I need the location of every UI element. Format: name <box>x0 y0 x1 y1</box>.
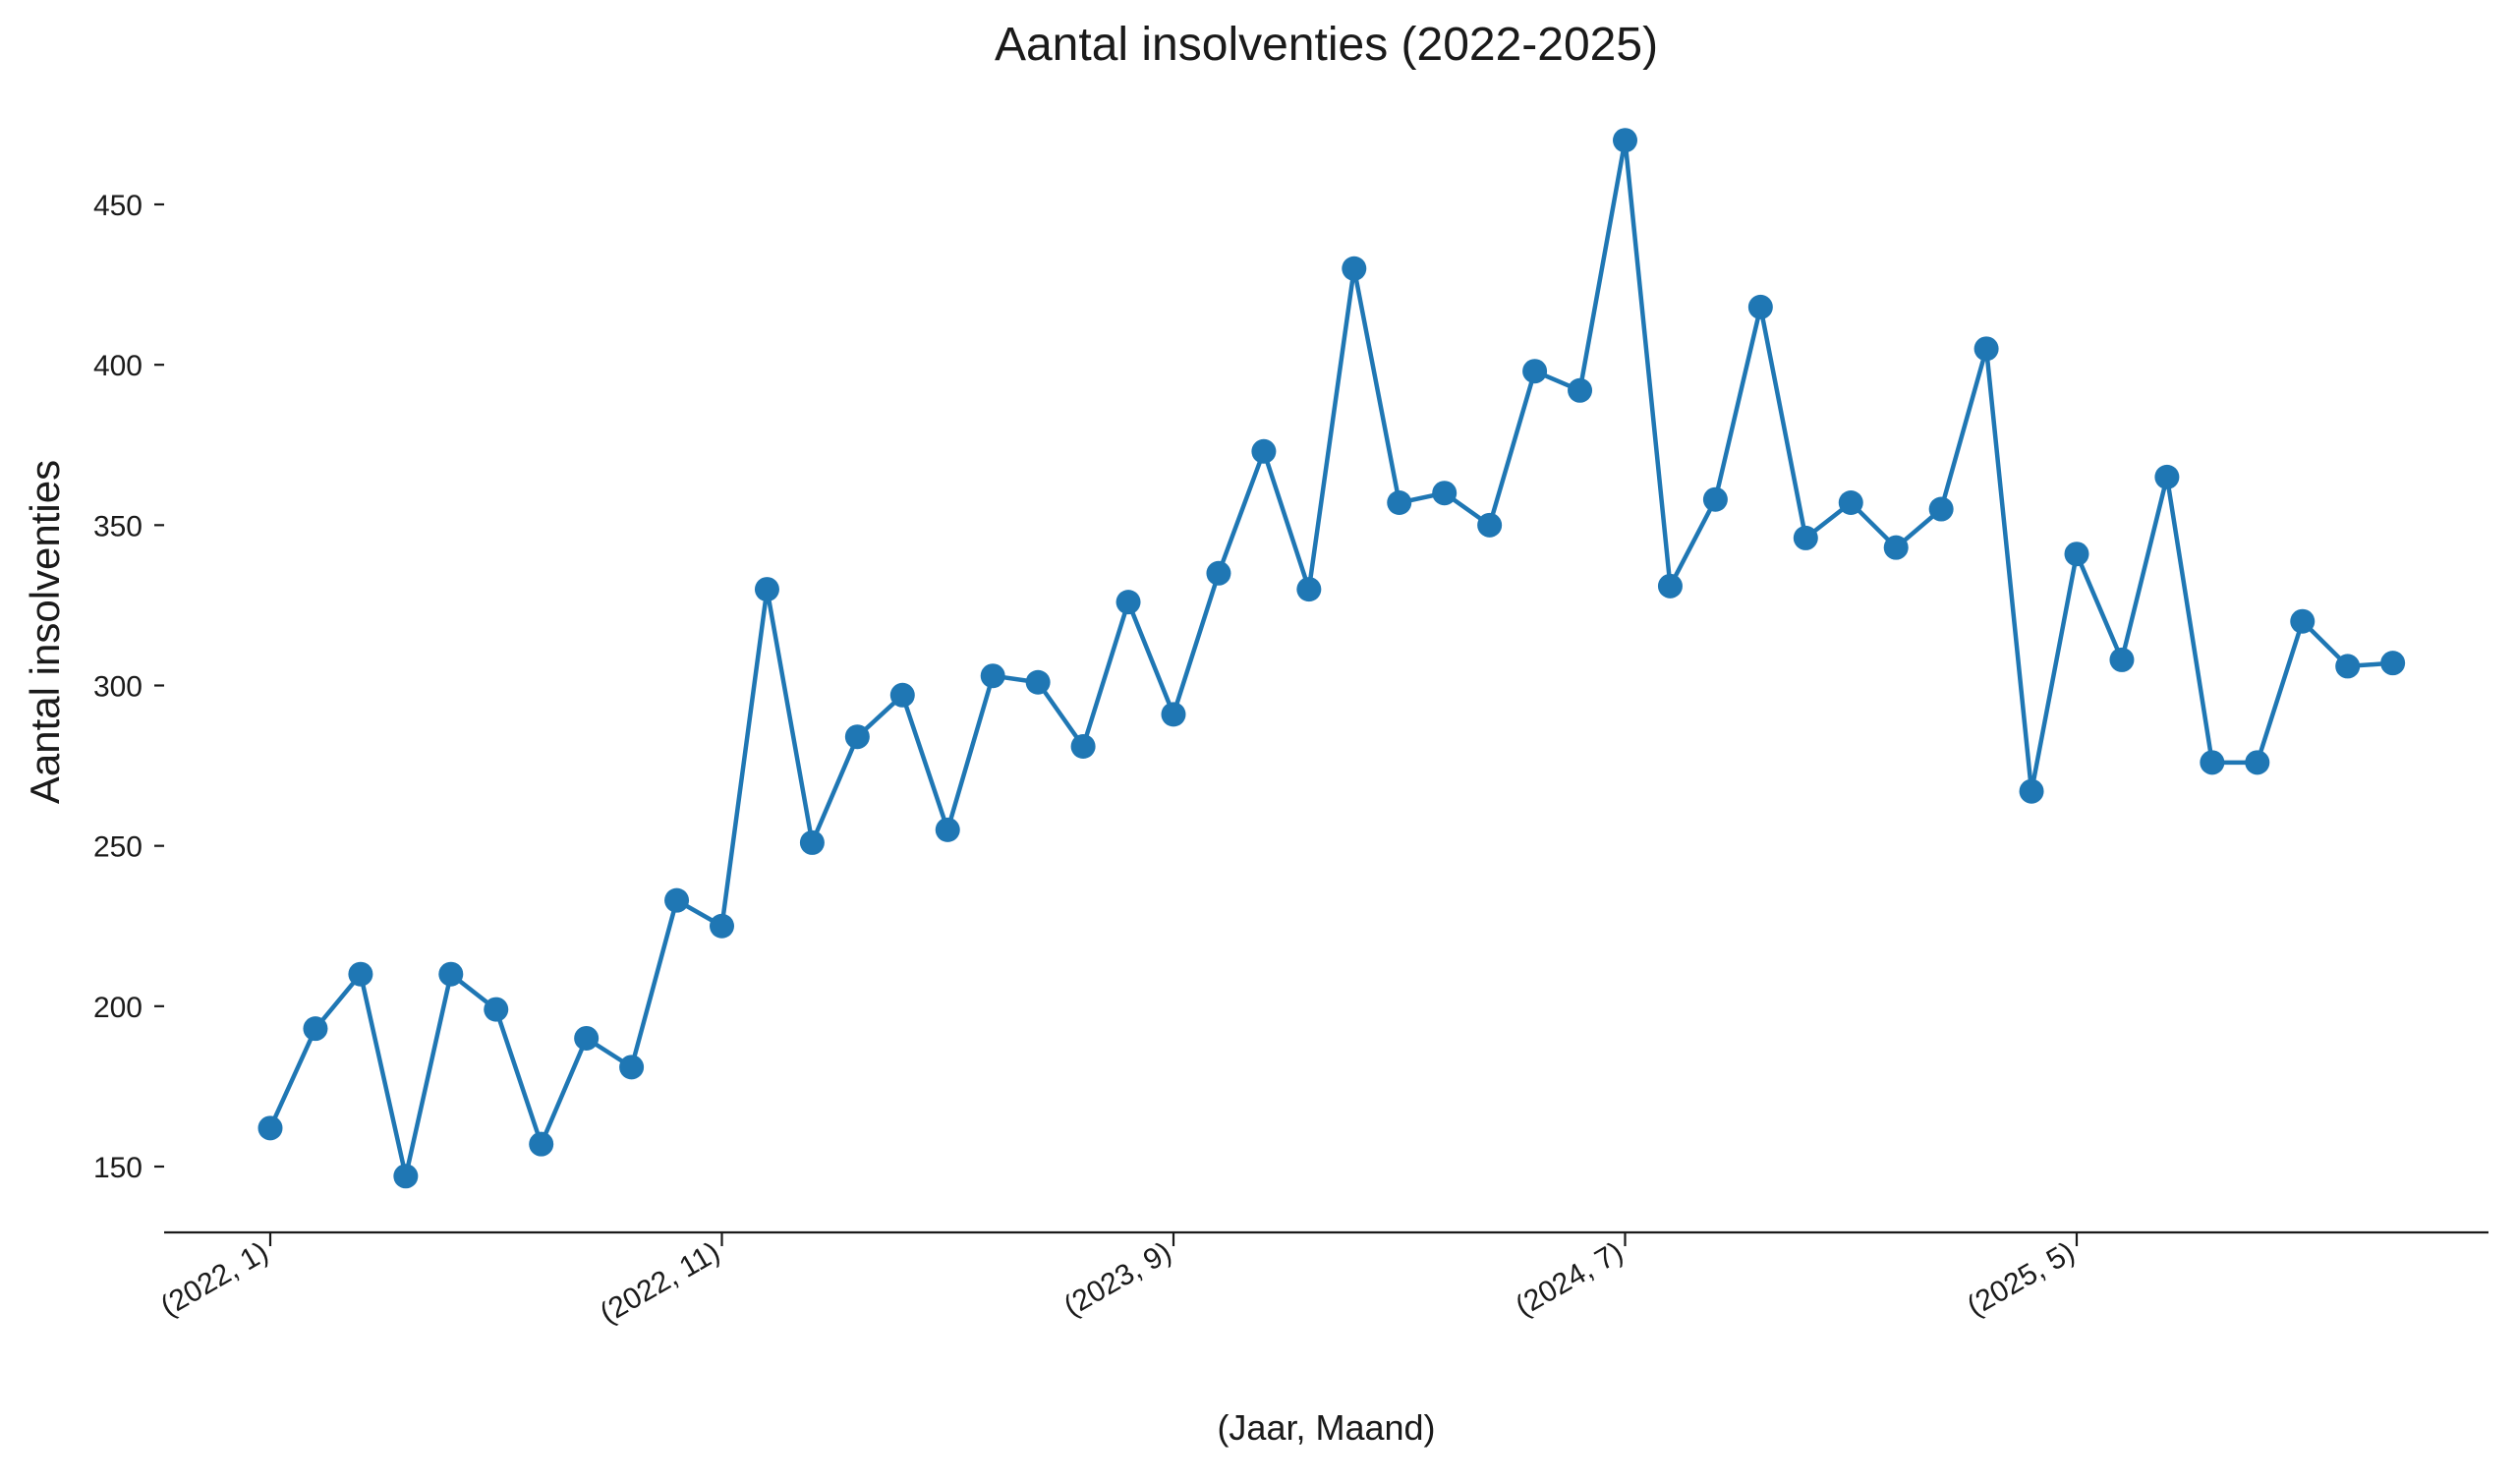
svg-text:(2025, 5): (2025, 5) <box>1962 1235 2080 1323</box>
svg-text:(2023, 9): (2023, 9) <box>1058 1235 1176 1323</box>
svg-text:400: 400 <box>93 350 143 382</box>
svg-text:(2022, 11): (2022, 11) <box>595 1235 725 1330</box>
svg-text:300: 300 <box>93 671 143 704</box>
svg-text:450: 450 <box>93 190 143 222</box>
svg-text:250: 250 <box>93 831 143 864</box>
svg-text:350: 350 <box>93 510 143 542</box>
svg-text:150: 150 <box>93 1152 143 1184</box>
svg-text:200: 200 <box>93 992 143 1024</box>
svg-text:(2024, 7): (2024, 7) <box>1511 1235 1629 1323</box>
svg-text:(2022, 1): (2022, 1) <box>155 1235 273 1323</box>
